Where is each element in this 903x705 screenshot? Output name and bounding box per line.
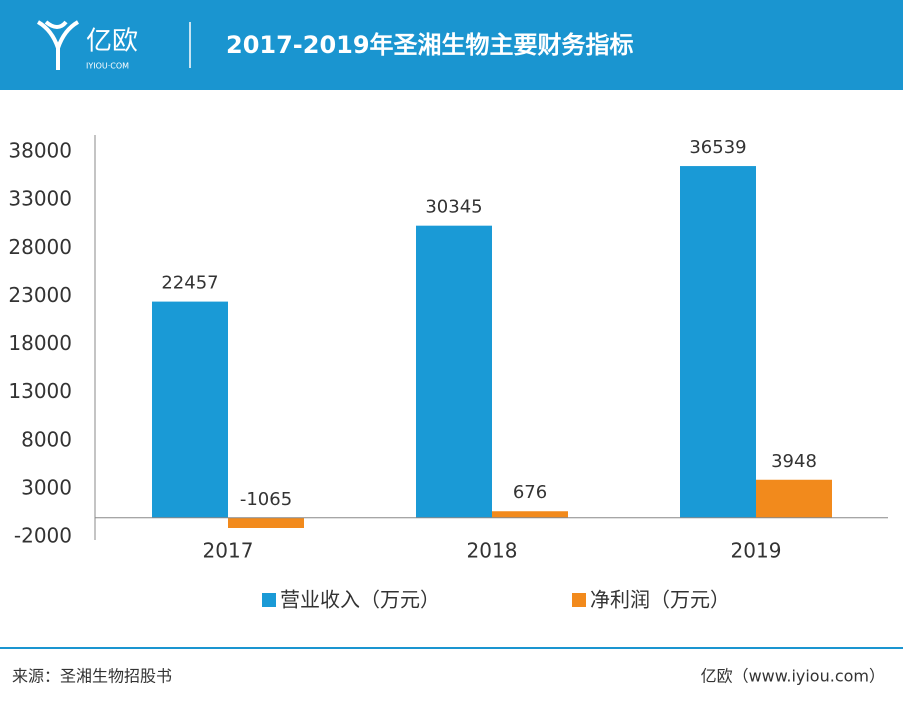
bar — [152, 301, 228, 518]
x-tick-label: 2017 — [203, 539, 254, 563]
y-tick-label: -2000 — [14, 524, 72, 548]
bar — [228, 517, 304, 529]
logo-icon — [36, 20, 80, 70]
x-tick-label: 2018 — [467, 539, 518, 563]
y-tick-label: 3000 — [21, 475, 72, 499]
data-label: 3948 — [771, 451, 817, 472]
logo-subtext: IYIOU·COM — [86, 62, 129, 71]
x-tick-label: 2019 — [731, 539, 782, 563]
data-label: 36539 — [689, 137, 746, 158]
legend-label: 净利润（万元） — [590, 588, 730, 612]
logo-text: 亿欧 — [86, 27, 138, 57]
data-label: 676 — [513, 482, 547, 503]
y-tick-label: 8000 — [21, 427, 72, 451]
y-tick-label: 33000 — [8, 187, 72, 211]
data-label: -1065 — [240, 489, 292, 510]
y-tick-label: 38000 — [8, 139, 72, 163]
site: 亿欧（www.iyiou.com） — [701, 667, 885, 686]
legend-label: 营业收入（万元） — [280, 588, 440, 612]
y-tick-label: 23000 — [8, 283, 72, 307]
y-tick-label: 13000 — [8, 379, 72, 403]
bar — [416, 225, 492, 518]
data-label: 22457 — [161, 273, 218, 294]
legend-swatch — [572, 593, 586, 607]
source: 来源：圣湘生物招股书 — [12, 667, 172, 686]
header-bar — [0, 0, 903, 90]
legend-swatch — [262, 593, 276, 607]
bar — [492, 511, 568, 518]
bar — [756, 479, 832, 518]
chart-title: 2017-2019年圣湘生物主要财务指标 — [226, 31, 634, 59]
y-tick-label: 18000 — [8, 331, 72, 355]
bar — [680, 166, 756, 518]
y-tick-label: 28000 — [8, 235, 72, 259]
data-label: 30345 — [425, 197, 482, 218]
